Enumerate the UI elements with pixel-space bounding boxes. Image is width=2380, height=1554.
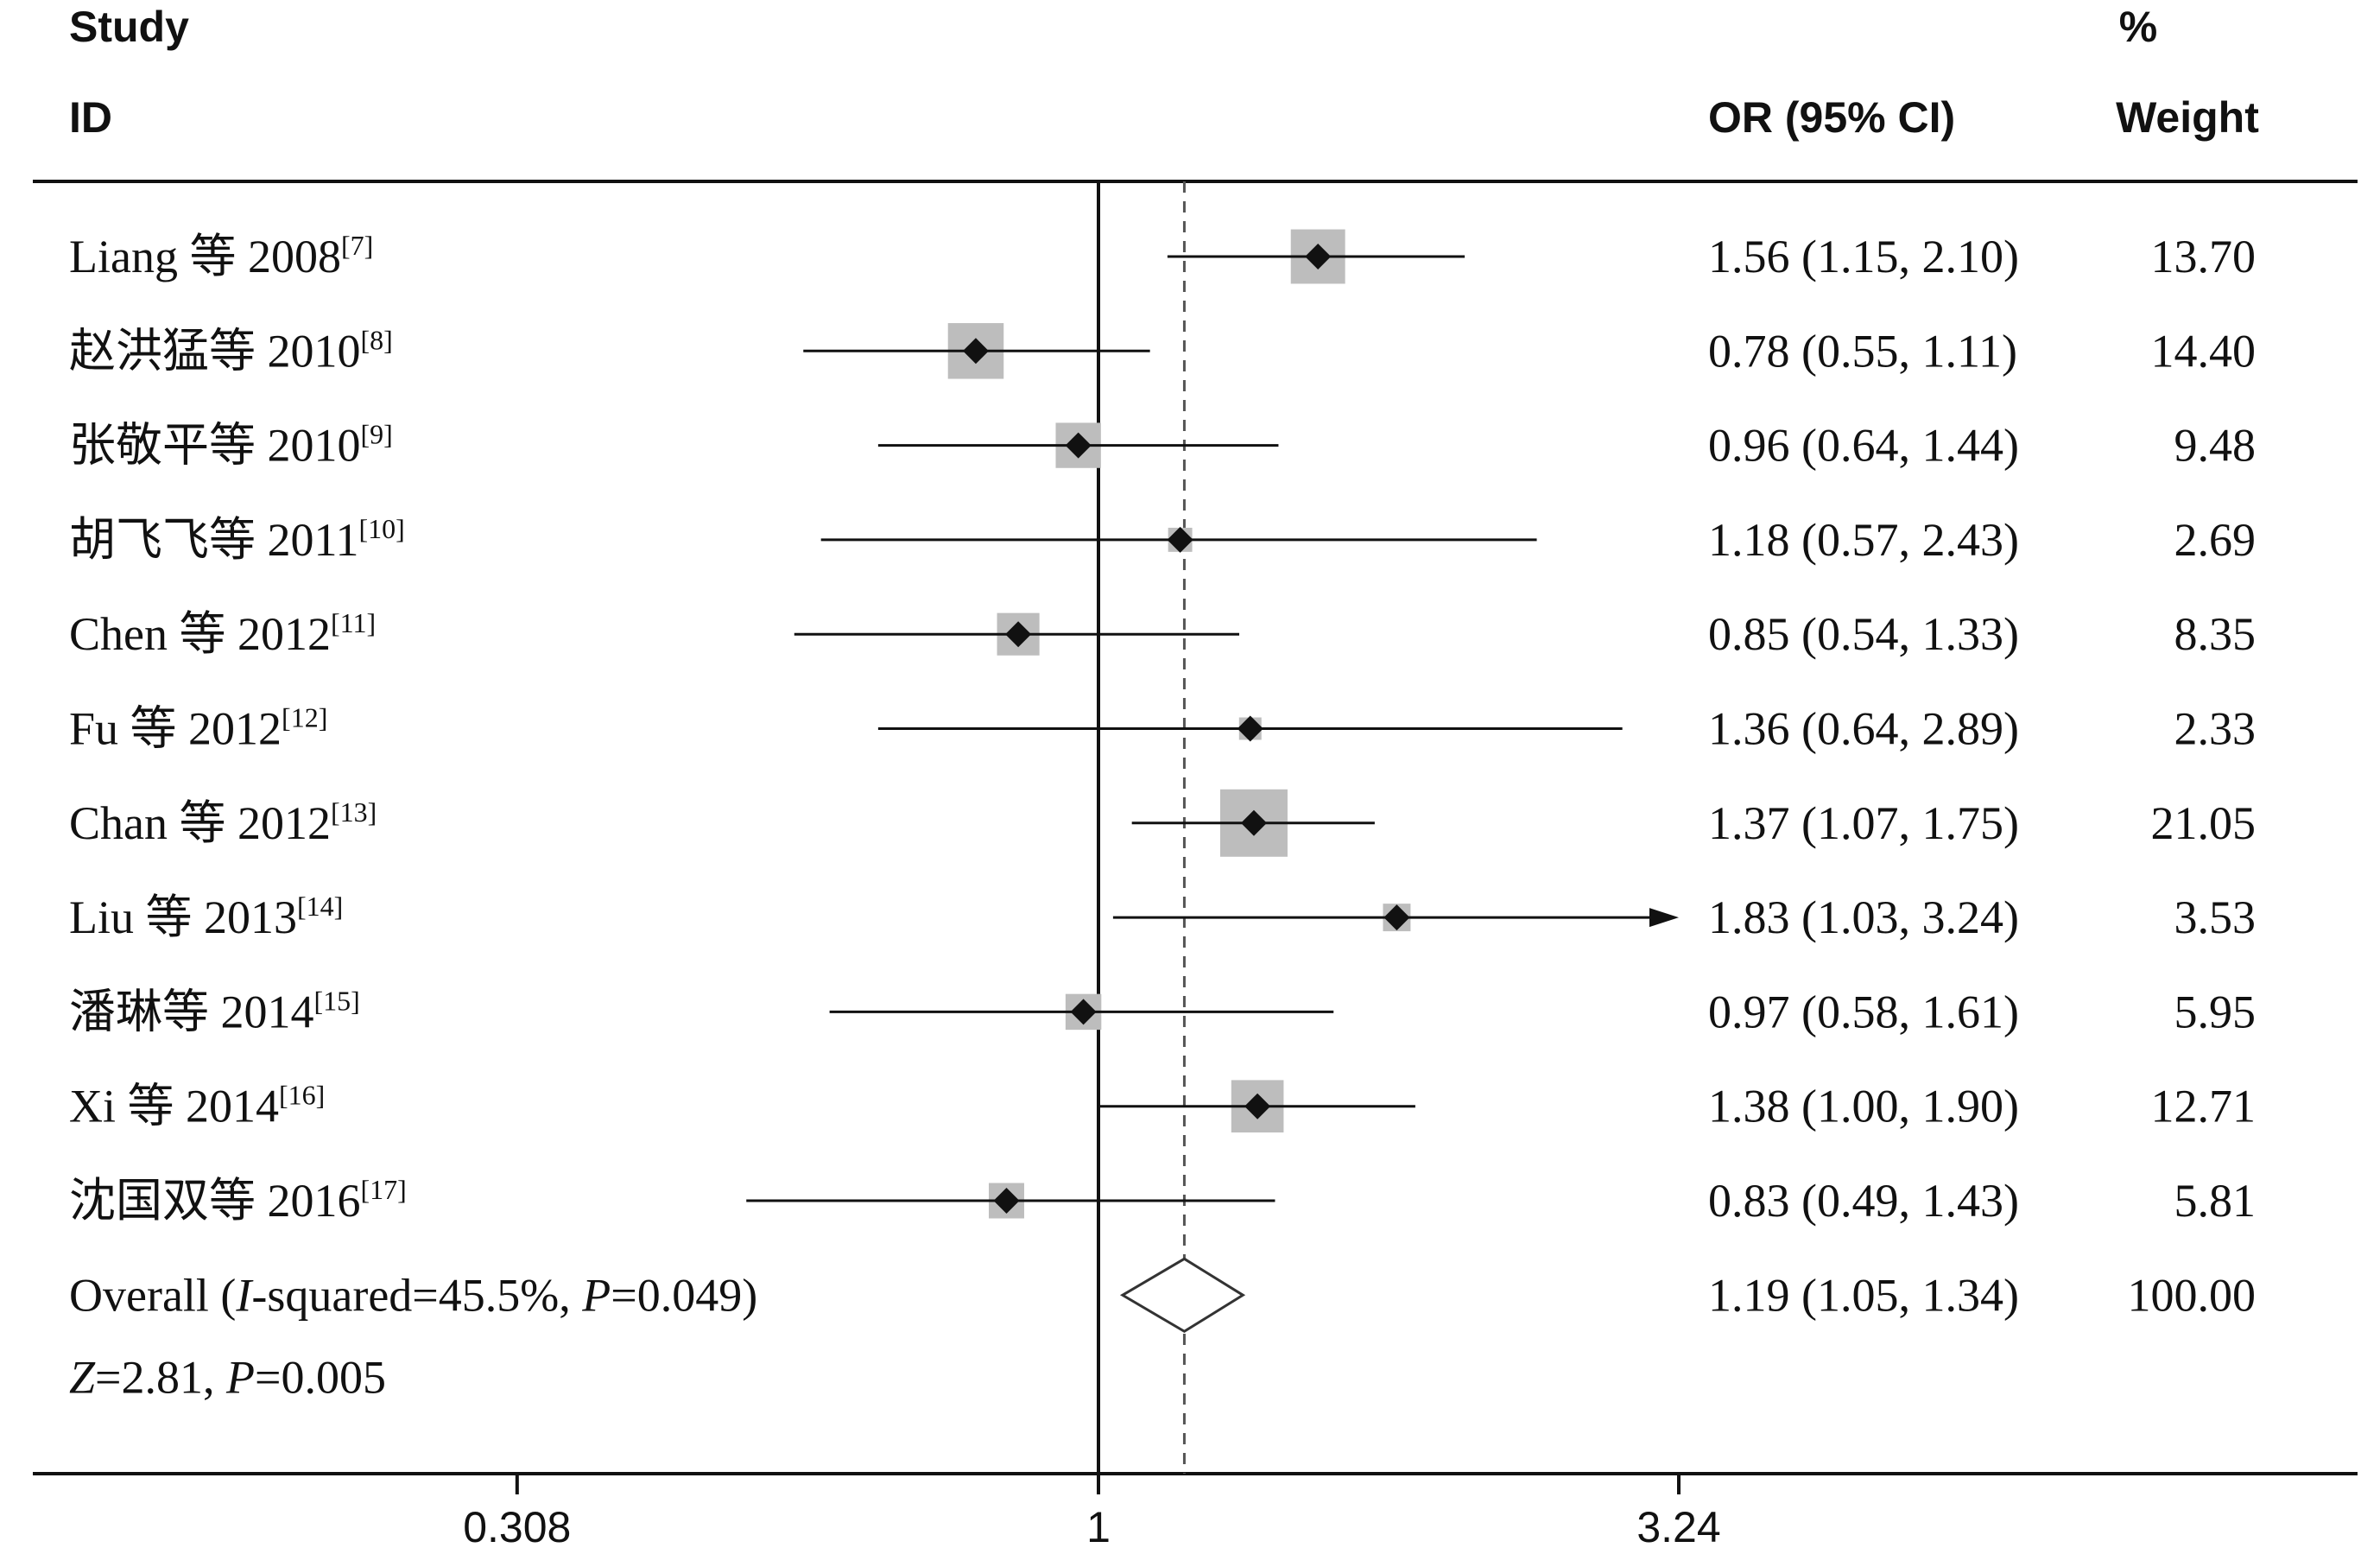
z-test-label: Z=2.81, P=0.005 — [69, 1351, 386, 1403]
point-estimate — [1305, 244, 1332, 270]
point-estimate — [1244, 1093, 1271, 1120]
study-label: 沈国双等 2016[17] — [69, 1174, 407, 1227]
or-ci-value: 0.85 (0.54, 1.33) — [1708, 608, 2019, 660]
study-row: 沈国双等 2016[17] 0.83 (0.49, 1.43) 5.81 — [69, 1174, 2256, 1227]
point-estimate — [962, 338, 989, 365]
x-tick-label: 3.24 — [1636, 1503, 1720, 1551]
study-row: 胡飞飞等 2011[10] 1.18 (0.57, 2.43) 2.69 — [69, 513, 2256, 566]
header-or-ci: OR (95% CI) — [1708, 93, 1955, 142]
study-label: 张敬平等 2010[9] — [69, 419, 393, 472]
study-label: 潘琳等 2014[15] — [69, 985, 360, 1037]
study-label: Fu 等 2012[12] — [69, 702, 327, 755]
overall-weight-value: 100.00 — [2128, 1269, 2257, 1321]
or-ci-value: 0.96 (0.64, 1.44) — [1708, 420, 2019, 472]
weight-value: 13.70 — [2151, 231, 2257, 282]
header-study: Study — [69, 3, 189, 51]
point-estimate — [1167, 526, 1193, 553]
or-ci-value: 1.56 (1.15, 2.10) — [1708, 231, 2019, 282]
study-label: Liu 等 2013[14] — [69, 891, 343, 943]
study-row: 赵洪猛等 2010[8] 0.78 (0.55, 1.11) 14.40 — [69, 323, 2256, 379]
study-label: Chan 等 2012[13] — [69, 796, 377, 849]
weight-value: 3.53 — [2174, 891, 2257, 943]
study-label: 胡飞飞等 2011[10] — [69, 513, 405, 566]
or-ci-value: 1.38 (1.00, 1.90) — [1708, 1081, 2019, 1132]
study-row: 潘琳等 2014[15] 0.97 (0.58, 1.61) 5.95 — [69, 985, 2256, 1037]
study-label: Xi 等 2014[16] — [69, 1080, 325, 1132]
study-label: Chen 等 2012[11] — [69, 607, 376, 660]
study-row: 张敬平等 2010[9] 0.96 (0.64, 1.44) 9.48 — [69, 419, 2256, 472]
point-estimate — [1065, 432, 1092, 459]
header-id: ID — [69, 93, 112, 142]
weight-value: 21.05 — [2151, 797, 2257, 849]
ci-arrowhead — [1649, 908, 1679, 928]
study-row: Liang 等 2008[7] 1.56 (1.15, 2.10) 13.70 — [69, 229, 2257, 284]
point-estimate — [1070, 999, 1097, 1025]
x-tick-label: 0.308 — [463, 1503, 571, 1551]
or-ci-value: 1.18 (0.57, 2.43) — [1708, 514, 2019, 566]
overall-group: Overall (I-squared=45.5%, P=0.049) 1.19 (… — [69, 1257, 2257, 1403]
point-estimate — [1237, 715, 1263, 742]
header-weight: Weight — [2116, 93, 2259, 142]
weight-value: 8.35 — [2174, 608, 2257, 660]
weight-value: 2.69 — [2174, 514, 2257, 566]
weight-value: 9.48 — [2174, 420, 2257, 472]
study-rows: Liang 等 2008[7] 1.56 (1.15, 2.10) 13.70 赵洪猛… — [69, 229, 2257, 1227]
point-estimate — [1240, 809, 1267, 836]
study-label: 赵洪猛等 2010[8] — [69, 324, 393, 377]
weight-value: 5.81 — [2174, 1175, 2257, 1227]
overall-or-ci-value: 1.19 (1.05, 1.34) — [1708, 1269, 2019, 1321]
point-estimate — [1383, 904, 1410, 931]
point-estimate — [1005, 621, 1032, 648]
study-row: Chen 等 2012[11] 0.85 (0.54, 1.33) 8.35 — [69, 607, 2256, 660]
study-row: Fu 等 2012[12] 1.36 (0.64, 2.89) 2.33 — [69, 702, 2256, 755]
study-row: Chan 等 2012[13] 1.37 (1.07, 1.75) 21.05 — [69, 789, 2257, 857]
weight-value: 5.95 — [2174, 986, 2257, 1037]
study-row: Liu 等 2013[14] 1.83 (1.03, 3.24) 3.53 — [69, 891, 2256, 943]
x-tick-label: 1 — [1086, 1503, 1111, 1551]
weight-value: 12.71 — [2151, 1081, 2257, 1132]
header-percent: % — [2119, 3, 2157, 51]
x-axis-ticks: 0.308 1 3.24 — [463, 1474, 1721, 1551]
or-ci-value: 0.78 (0.55, 1.11) — [1708, 325, 2017, 377]
or-ci-value: 1.36 (0.64, 2.89) — [1708, 703, 2019, 755]
or-ci-value: 1.83 (1.03, 3.24) — [1708, 891, 2019, 943]
weight-value: 2.33 — [2174, 703, 2257, 755]
or-ci-value: 0.97 (0.58, 1.61) — [1708, 986, 2019, 1037]
or-ci-value: 1.37 (1.07, 1.75) — [1708, 797, 2019, 849]
weight-value: 14.40 — [2151, 325, 2257, 377]
study-row: Xi 等 2014[16] 1.38 (1.00, 1.90) 12.71 — [69, 1080, 2257, 1133]
overall-label: Overall (I-squared=45.5%, P=0.049) — [69, 1269, 757, 1321]
or-ci-value: 0.83 (0.49, 1.43) — [1708, 1175, 2019, 1227]
point-estimate — [993, 1188, 1020, 1214]
overall-diamond — [1119, 1257, 1246, 1334]
study-label: Liang 等 2008[7] — [69, 230, 373, 282]
